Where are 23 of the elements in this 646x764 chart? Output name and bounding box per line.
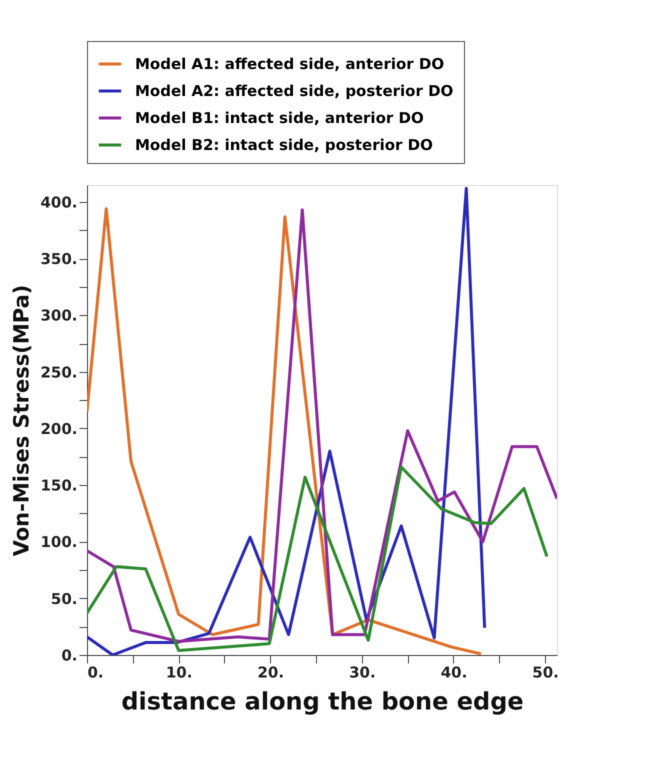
legend-label: Model B2: intact side, posterior DO: [135, 136, 433, 154]
y-tick-label: 300.: [40, 306, 78, 325]
y-tick-label: 150.: [40, 476, 78, 495]
y-tick-label: 350.: [40, 250, 78, 268]
x-tick-label: 0.: [88, 664, 104, 682]
line-series: [87, 208, 557, 643]
line-series: [87, 466, 548, 652]
y-tick-label: 250.: [40, 363, 78, 382]
legend-label: Model A2: affected side, posterior DO: [135, 82, 454, 100]
x-tick-label: 40.: [440, 664, 468, 682]
y-tick-label: 0.: [61, 646, 78, 664]
y-tick-label: 100.: [40, 533, 78, 552]
y-tick-label: 200.: [40, 420, 78, 438]
x-tick-label: 30.: [349, 664, 376, 682]
x-tick-label: 20.: [257, 664, 284, 682]
y-axis-title: Von-Mises Stress(MPa): [9, 284, 34, 556]
x-tick-label: 50.: [532, 664, 559, 682]
legend-label: Model A1: affected side, anterior DO: [135, 55, 444, 73]
legend-label: Model B1: intact side, anterior DO: [135, 109, 424, 127]
x-axis-title: distance along the bone edge: [121, 688, 524, 716]
y-tick-label: 400.: [40, 193, 78, 212]
x-tick-label: 10.: [166, 664, 192, 682]
y-tick-label: 50.: [50, 590, 78, 608]
